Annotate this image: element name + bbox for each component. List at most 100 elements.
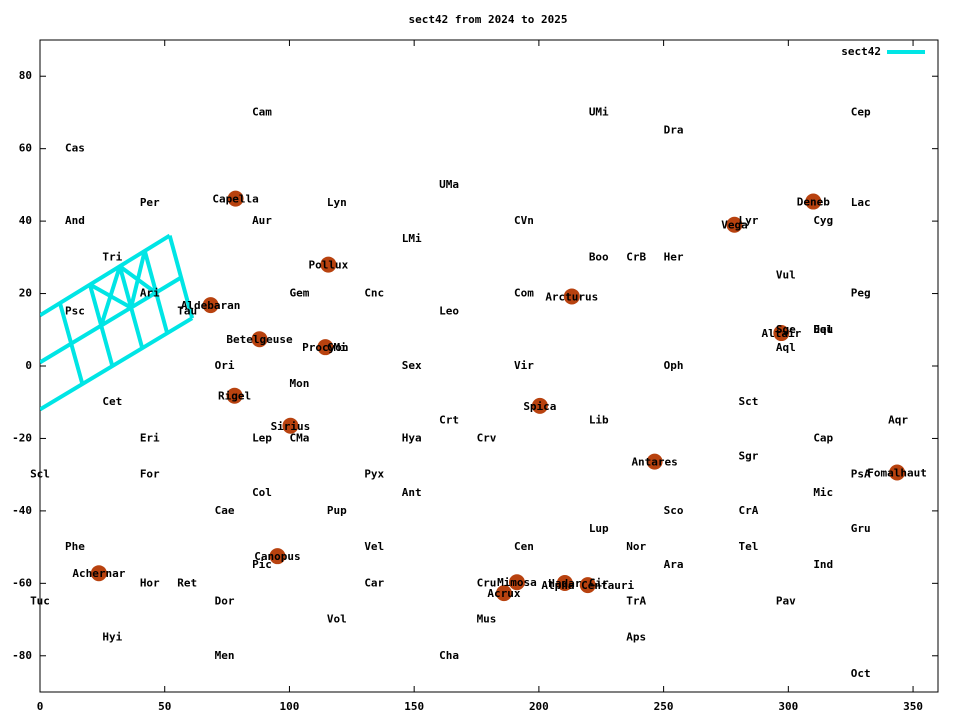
star-label: Achernar [72,567,125,580]
star-label: Betelgeuse [226,333,293,346]
constellation-label: Lyr [738,214,758,227]
star-label: Procyon [302,341,348,354]
constellation-label: Cha [439,649,459,662]
constellation-label: Lep [252,431,272,444]
constellation-label: Ori [215,359,235,372]
constellation-label: Cep [851,105,871,118]
constellation-label: And [65,214,85,227]
constellation-label: CMi [327,341,347,354]
constellation-label: Cam [252,105,272,118]
constellation-label: Cir [589,576,609,589]
constellation-label: Boo [589,250,609,263]
constellation-label: Crt [439,413,459,426]
star-label: Antares [631,456,677,469]
constellation-label: Gru [851,522,871,535]
constellation-label: Ret [177,576,197,589]
constellation-label: Pic [252,558,272,571]
star-label: Acrux [487,587,520,600]
constellation-label: LMi [402,232,422,245]
star-point [579,577,596,594]
constellation-label: Gem [289,287,309,300]
constellation-label: Her [664,250,684,263]
constellation-label: Pyx [364,468,384,481]
constellation-label: Vul [776,268,796,281]
star-label: Aldebaran [181,299,241,312]
y-tick-label: -40 [12,504,32,517]
constellation-label: Eri [140,431,160,444]
x-tick-label: 0 [37,700,44,713]
star-label: Mimosa [497,576,537,589]
constellation-label: Cas [65,142,85,155]
constellation-label: Oph [664,359,684,372]
chart-title: sect42 from 2024 to 2025 [409,13,568,26]
star-point [90,565,107,582]
star-point [317,339,334,356]
x-tick-label: 300 [778,700,798,713]
constellation-label: Car [364,576,384,589]
x-tick-label: 150 [404,700,424,713]
constellation-label: Pup [327,504,347,517]
star-point [226,387,243,404]
constellation-label: Aql [776,341,796,354]
star-point [202,297,219,314]
constellation-label: Cap [813,431,833,444]
star-label: Rigel [218,390,251,403]
star-point [320,256,337,273]
constellation-label: Crv [477,431,497,444]
x-tick-label: 50 [158,700,171,713]
constellation-label: CrB [626,250,646,263]
y-tick-label: -60 [12,576,32,589]
star-point [495,585,512,602]
constellation-label: Tuc [30,594,50,607]
star-point [282,417,299,434]
star-point [773,325,790,342]
y-tick-label: -20 [12,431,32,444]
star-label: Pollux [308,259,348,272]
constellation-label: Cen [514,540,534,553]
star-point [251,331,268,348]
constellation-label: Nor [626,540,646,553]
star-label: Canopus [254,550,300,563]
constellation-label: Cet [102,395,122,408]
star-point [531,397,548,414]
constellation-label: TrA [626,594,646,607]
constellation-label: PsA [851,468,871,481]
star-label: Vega [721,219,748,232]
constellation-label: Mus [477,613,497,626]
star-point [726,216,743,233]
constellation-label: CMa [289,431,309,444]
x-tick-label: 350 [903,700,923,713]
star-label: Arcturus [545,290,598,303]
star-point [646,453,663,470]
constellation-label: Tau [177,305,197,318]
constellation-label: CrA [738,504,758,517]
y-tick-label: 80 [19,69,32,82]
constellation-label: Vol [327,613,347,626]
constellation-label: Del [813,323,833,336]
constellation-label: Tel [738,540,758,553]
constellation-label: Cyg [813,214,833,227]
constellation-label: Vel [364,540,384,553]
constellation-label: Leo [439,305,459,318]
constellation-label: Men [215,649,235,662]
constellation-label: Cae [215,504,235,517]
star-point [889,464,906,481]
plot-area [40,190,906,602]
constellation-label: Hyi [102,631,122,644]
y-tick-label: -80 [12,649,32,662]
constellation-label: Aps [626,631,646,644]
constellation-label: Scl [30,468,50,481]
constellation-label: UMi [589,105,609,118]
legend-label: sect42 [841,45,881,58]
y-tick-label: 0 [25,359,32,372]
x-tick-label: 250 [654,700,674,713]
constellation-label: Lyn [327,196,347,209]
constellation-label: CVn [514,214,534,227]
x-tick-label: 200 [529,700,549,713]
constellation-label: Oct [851,667,871,680]
x-tick-label: 100 [280,700,300,713]
star-label: Spica [523,400,556,413]
star-point [805,193,822,210]
constellation-label: Vir [514,359,534,372]
